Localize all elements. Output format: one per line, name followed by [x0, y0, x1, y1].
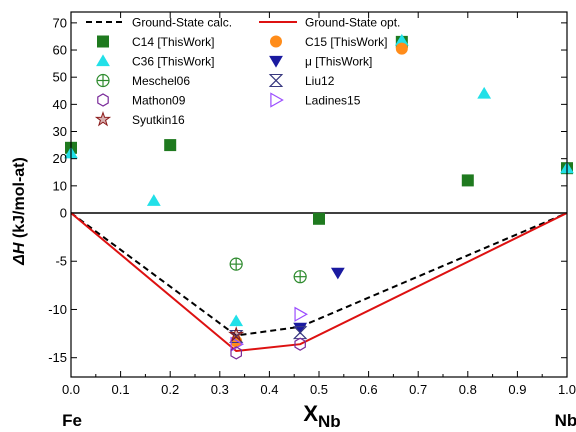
x-tick-label: 0.0 [62, 382, 80, 397]
end-label-fe: Fe [62, 411, 82, 430]
legend-label: Syutkin16 [132, 113, 185, 127]
legend-item-meschel06: Meschel06 [96, 73, 190, 88]
legend-item-c36-thiswork: C36 [ThisWork] [96, 54, 214, 69]
x-tick-label: 0.3 [211, 382, 229, 397]
legend-item-mathon09: Mathon09 [97, 93, 186, 108]
legend-label: Mathon09 [132, 94, 186, 108]
legend-label: Liu12 [305, 74, 335, 88]
legend-swatch [96, 73, 110, 88]
x-tick-label: 0.9 [508, 382, 526, 397]
legend-label: Meschel06 [132, 74, 190, 88]
legend-item-syutkin16: Syutkin16 [94, 111, 185, 127]
x-axis-label-main: X [303, 401, 318, 426]
line-ground-state-calc [70, 212, 568, 337]
legend-swatch [270, 92, 284, 108]
x-tick-label: 0.8 [459, 382, 477, 397]
y-axis-label: ΔH (kJ/mol-at) [11, 157, 28, 266]
point-c14-thiswork [313, 212, 325, 225]
legend-label: C15 [ThisWork] [305, 35, 387, 49]
ground-state-lines [70, 212, 568, 353]
y-tick-label: 10 [53, 178, 67, 193]
x-tick-label: 0.2 [161, 382, 179, 397]
point-syutkin16 [228, 326, 245, 342]
legend-swatch [269, 55, 283, 68]
end-label-nb: Nb [555, 411, 576, 430]
legend: Ground-State calc. Ground-State opt. C14 [… [86, 16, 400, 127]
point-mu-thiswork [293, 322, 308, 335]
legend-swatch [268, 74, 284, 87]
x-axis-label: XNb [303, 401, 340, 431]
point-ladines15 [294, 306, 308, 322]
y-tick-label: 20 [53, 151, 67, 166]
legend-item-c14-thiswork: C14 [ThisWork] [97, 35, 214, 49]
y-tick-label: 70 [53, 15, 67, 30]
y-tick-label: 0 [60, 206, 67, 221]
point-c15-thiswork [395, 42, 408, 55]
y-axis-label-main: ΔH [11, 242, 28, 266]
legend-swatch [97, 35, 109, 48]
x-axis-ticks: 0.0 0.1 0.2 0.3 0.4 0.5 0.6 0.7 0.8 0.9 1.0 [62, 12, 576, 397]
legend-swatch [96, 54, 110, 67]
legend-label: Ground-State opt. [305, 16, 400, 30]
point-mathon09 [294, 337, 306, 351]
y-tick-label: 30 [53, 124, 67, 139]
y-tick-label: -15 [48, 350, 67, 365]
x-tick-label: 0.6 [360, 382, 378, 397]
legend-swatch [97, 93, 109, 107]
legend-item-liu12: Liu12 [268, 74, 335, 88]
data-points [64, 33, 574, 360]
legend-label: C36 [ThisWork] [132, 55, 214, 69]
legend-label: Ground-State calc. [132, 16, 232, 30]
point-c14-thiswork [461, 174, 474, 187]
y-axis-ticks: -15 -10 -5 0 10 20 30 40 50 60 70 [48, 15, 567, 365]
y-tick-label: 40 [53, 97, 67, 112]
legend-swatch [94, 111, 112, 127]
y-axis-label-unit: (kJ/mol-at) [11, 157, 28, 242]
point-meschel06 [293, 270, 307, 284]
legend-item-c15-thiswork: C15 [ThisWork] [270, 35, 387, 49]
legend-item-ground-state-opt: Ground-State opt. [259, 16, 400, 30]
x-tick-label: 0.7 [409, 382, 427, 397]
x-tick-label: 0.5 [310, 382, 328, 397]
point-c36-thiswork [477, 86, 492, 99]
x-axis-label-sub: Nb [318, 412, 341, 431]
y-tick-label: -10 [48, 302, 67, 317]
legend-swatch [270, 35, 282, 48]
x-tick-label: 0.4 [260, 382, 278, 397]
legend-label: μ [ThisWork] [305, 55, 372, 69]
legend-item-ladines15: Ladines15 [270, 92, 361, 108]
point-meschel06 [229, 257, 243, 271]
point-c14-thiswork [164, 139, 177, 152]
point-c36-thiswork [394, 33, 409, 46]
legend-item-ground-state-calc: Ground-State calc. [86, 16, 232, 30]
x-tick-label: 1.0 [558, 382, 576, 397]
point-mathon09 [230, 346, 242, 360]
legend-item-mu-thiswork: μ [ThisWork] [269, 55, 372, 69]
point-c36-thiswork [229, 314, 244, 327]
y-tick-label: 50 [53, 70, 67, 85]
legend-label: C14 [ThisWork] [132, 35, 214, 49]
point-c36-thiswork [146, 194, 161, 206]
x-tick-label: 0.1 [112, 382, 130, 397]
y-tick-label: 60 [53, 43, 67, 58]
y-tick-label: -5 [55, 254, 67, 269]
legend-label: Ladines15 [305, 94, 361, 108]
line-ground-state-opt [70, 212, 568, 353]
point-mu-thiswork [330, 267, 345, 280]
